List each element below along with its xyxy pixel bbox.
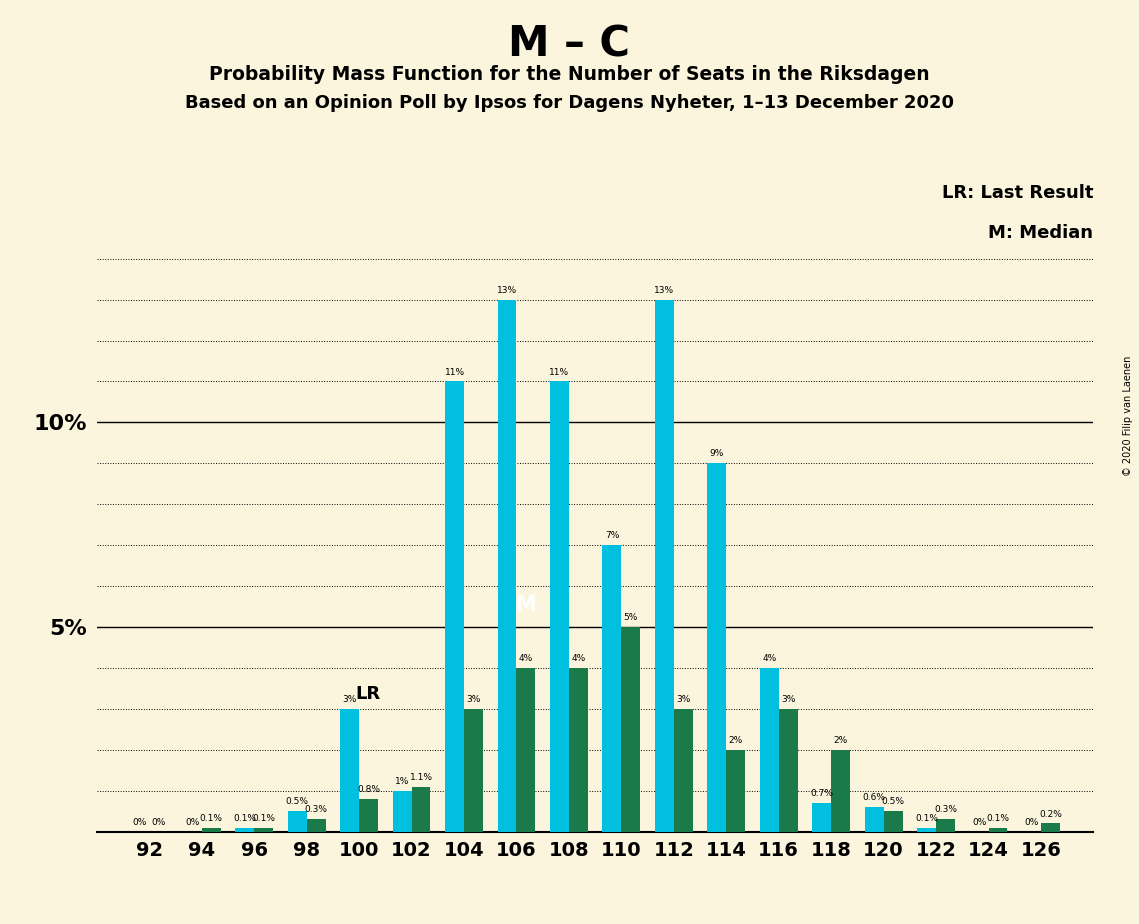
Bar bbox=[236, 828, 254, 832]
Text: 0.5%: 0.5% bbox=[286, 797, 309, 807]
Bar bbox=[603, 545, 622, 832]
Text: M: Median: M: Median bbox=[989, 225, 1093, 242]
Text: 0.1%: 0.1% bbox=[915, 814, 939, 822]
Bar bbox=[464, 709, 483, 832]
Text: 0.1%: 0.1% bbox=[233, 814, 256, 822]
Text: 0%: 0% bbox=[151, 818, 166, 827]
Text: 4%: 4% bbox=[518, 654, 533, 663]
Text: M: M bbox=[516, 595, 536, 614]
Text: Probability Mass Function for the Number of Seats in the Riksdagen: Probability Mass Function for the Number… bbox=[210, 65, 929, 84]
Bar bbox=[760, 668, 779, 832]
Text: 0.8%: 0.8% bbox=[357, 785, 380, 794]
Bar bbox=[202, 828, 221, 832]
Text: 2%: 2% bbox=[729, 736, 743, 745]
Bar bbox=[655, 299, 674, 832]
Text: 0%: 0% bbox=[186, 818, 199, 827]
Text: 0.1%: 0.1% bbox=[986, 814, 1009, 822]
Text: Based on an Opinion Poll by Ipsos for Dagens Nyheter, 1–13 December 2020: Based on an Opinion Poll by Ipsos for Da… bbox=[185, 94, 954, 112]
Bar bbox=[393, 791, 411, 832]
Bar bbox=[516, 668, 535, 832]
Bar bbox=[306, 820, 326, 832]
Bar bbox=[550, 382, 568, 832]
Bar bbox=[936, 820, 954, 832]
Text: 0.6%: 0.6% bbox=[862, 793, 886, 802]
Text: 3%: 3% bbox=[781, 695, 795, 704]
Bar bbox=[254, 828, 273, 832]
Text: 3%: 3% bbox=[466, 695, 481, 704]
Text: 4%: 4% bbox=[762, 654, 777, 663]
Text: M – C: M – C bbox=[508, 23, 631, 65]
Bar bbox=[288, 811, 306, 832]
Bar bbox=[865, 807, 884, 832]
Text: 0.1%: 0.1% bbox=[252, 814, 276, 822]
Text: 13%: 13% bbox=[497, 286, 517, 295]
Text: © 2020 Filip van Laenen: © 2020 Filip van Laenen bbox=[1123, 356, 1133, 476]
Bar bbox=[707, 463, 727, 832]
Bar bbox=[674, 709, 693, 832]
Text: LR: LR bbox=[355, 685, 380, 703]
Text: 0.5%: 0.5% bbox=[882, 797, 904, 807]
Bar bbox=[989, 828, 1007, 832]
Text: 9%: 9% bbox=[710, 449, 724, 458]
Text: 1%: 1% bbox=[395, 777, 409, 785]
Bar bbox=[622, 627, 640, 832]
Bar bbox=[884, 811, 902, 832]
Bar bbox=[1041, 823, 1060, 832]
Text: 0.2%: 0.2% bbox=[1039, 809, 1062, 819]
Bar bbox=[917, 828, 936, 832]
Bar bbox=[498, 299, 516, 832]
Text: 13%: 13% bbox=[654, 286, 674, 295]
Bar bbox=[568, 668, 588, 832]
Bar bbox=[359, 799, 378, 832]
Bar bbox=[779, 709, 797, 832]
Bar bbox=[341, 709, 359, 832]
Text: 0%: 0% bbox=[132, 818, 147, 827]
Text: 3%: 3% bbox=[677, 695, 690, 704]
Bar bbox=[411, 786, 431, 832]
Text: 11%: 11% bbox=[549, 368, 570, 377]
Text: 2%: 2% bbox=[834, 736, 847, 745]
Text: LR: Last Result: LR: Last Result bbox=[942, 184, 1093, 202]
Text: 11%: 11% bbox=[444, 368, 465, 377]
Text: 0%: 0% bbox=[972, 818, 986, 827]
Text: 1.1%: 1.1% bbox=[410, 772, 433, 782]
Bar bbox=[812, 803, 831, 832]
Bar bbox=[831, 749, 850, 832]
Text: 3%: 3% bbox=[343, 695, 357, 704]
Bar bbox=[445, 382, 464, 832]
Text: 0%: 0% bbox=[1024, 818, 1039, 827]
Bar bbox=[727, 749, 745, 832]
Text: 7%: 7% bbox=[605, 531, 620, 541]
Text: 0.3%: 0.3% bbox=[304, 806, 328, 814]
Text: 0.3%: 0.3% bbox=[934, 806, 957, 814]
Text: 0.7%: 0.7% bbox=[810, 789, 834, 798]
Text: 5%: 5% bbox=[624, 614, 638, 622]
Text: 0.1%: 0.1% bbox=[199, 814, 222, 822]
Text: 4%: 4% bbox=[572, 654, 585, 663]
